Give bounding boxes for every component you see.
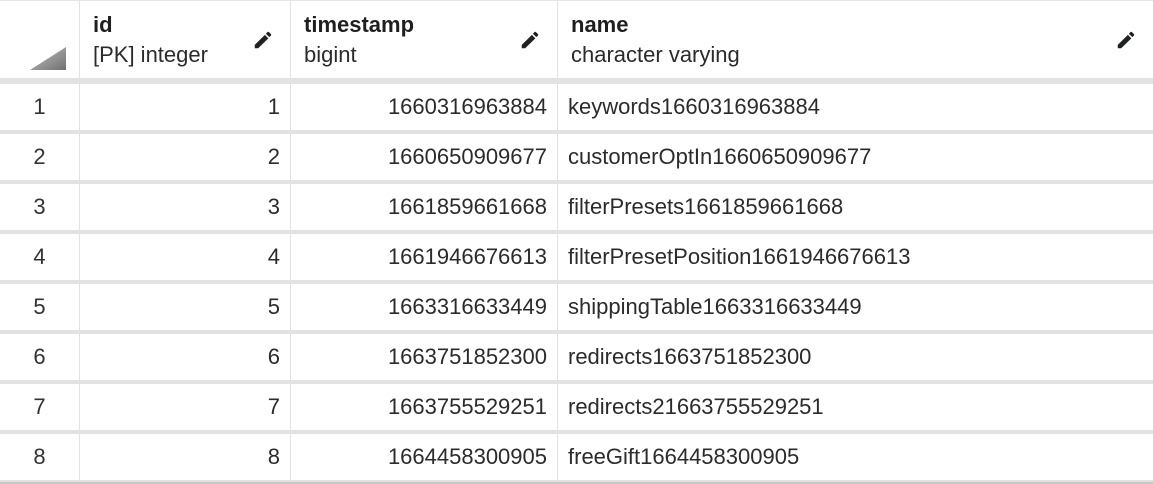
cell-timestamp[interactable]: 1663755529251 <box>291 384 557 430</box>
row-number-cell[interactable]: 8 <box>0 434 79 480</box>
edit-pencil-icon <box>1117 31 1135 48</box>
row-number-cell[interactable]: 6 <box>0 334 79 380</box>
cell-timestamp[interactable]: 1664458300905 <box>291 434 557 480</box>
table-row: 4 4 1661946676613 filterPresetPosition16… <box>0 234 1153 280</box>
table-row: 3 3 1661859661668 filterPresets166185966… <box>0 184 1153 230</box>
table-row: 1 1 1660316963884 keywords1660316963884 <box>0 84 1153 130</box>
cell-name[interactable]: customerOptIn1660650909677 <box>558 134 1153 180</box>
column-name: id <box>93 11 113 37</box>
row-number-cell[interactable]: 5 <box>0 284 79 330</box>
header-row: id [PK] integer timestamp bigint name ch… <box>0 1 1153 78</box>
cell-name[interactable]: redirects21663755529251 <box>558 384 1153 430</box>
cell-id[interactable]: 6 <box>80 334 290 380</box>
row-number-cell[interactable]: 4 <box>0 234 79 280</box>
row-number-cell[interactable]: 2 <box>0 134 79 180</box>
cell-id[interactable]: 2 <box>80 134 290 180</box>
cell-name[interactable]: redirects1663751852300 <box>558 334 1153 380</box>
cell-id[interactable]: 7 <box>80 384 290 430</box>
column-type: [PK] integer <box>93 41 208 67</box>
cell-name[interactable]: shippingTable1663316633449 <box>558 284 1153 330</box>
table-row: 6 6 1663751852300 redirects1663751852300 <box>0 334 1153 380</box>
table-row: 2 2 1660650909677 customerOptIn166065090… <box>0 134 1153 180</box>
cell-timestamp[interactable]: 1660650909677 <box>291 134 557 180</box>
table-row: 5 5 1663316633449 shippingTable166331663… <box>0 284 1153 330</box>
edit-pencil-icon <box>254 31 272 48</box>
cell-timestamp[interactable]: 1663751852300 <box>291 334 557 380</box>
cell-timestamp[interactable]: 1660316963884 <box>291 84 557 130</box>
cell-id[interactable]: 3 <box>80 184 290 230</box>
column-name: name <box>571 11 629 37</box>
row-number-cell[interactable]: 7 <box>0 384 79 430</box>
table-row: 7 7 1663755529251 redirects2166375552925… <box>0 384 1153 430</box>
column-header-timestamp[interactable]: timestamp bigint <box>291 1 557 78</box>
table-row: 8 8 1664458300905 freeGift1664458300905 <box>0 434 1153 480</box>
column-type: character varying <box>571 41 740 67</box>
cell-id[interactable]: 1 <box>80 84 290 130</box>
row-number-cell[interactable]: 1 <box>0 84 79 130</box>
select-all-corner-cell[interactable] <box>0 1 79 78</box>
cell-name[interactable]: filterPresetPosition1661946676613 <box>558 234 1153 280</box>
column-header-name[interactable]: name character varying <box>558 1 1153 78</box>
select-all-triangle-icon <box>30 47 66 70</box>
cell-id[interactable]: 4 <box>80 234 290 280</box>
column-type: bigint <box>304 41 357 67</box>
cell-name[interactable]: filterPresets1661859661668 <box>558 184 1153 230</box>
row-number-cell[interactable]: 3 <box>0 184 79 230</box>
cell-id[interactable]: 8 <box>80 434 290 480</box>
column-name: timestamp <box>304 11 415 37</box>
cell-name[interactable]: freeGift1664458300905 <box>558 434 1153 480</box>
cell-timestamp[interactable]: 1663316633449 <box>291 284 557 330</box>
column-header-id[interactable]: id [PK] integer <box>80 1 290 78</box>
cell-name[interactable]: keywords1660316963884 <box>558 84 1153 130</box>
edit-pencil-icon <box>521 31 539 48</box>
cell-timestamp[interactable]: 1661859661668 <box>291 184 557 230</box>
cell-id[interactable]: 5 <box>80 284 290 330</box>
cell-timestamp[interactable]: 1661946676613 <box>291 234 557 280</box>
